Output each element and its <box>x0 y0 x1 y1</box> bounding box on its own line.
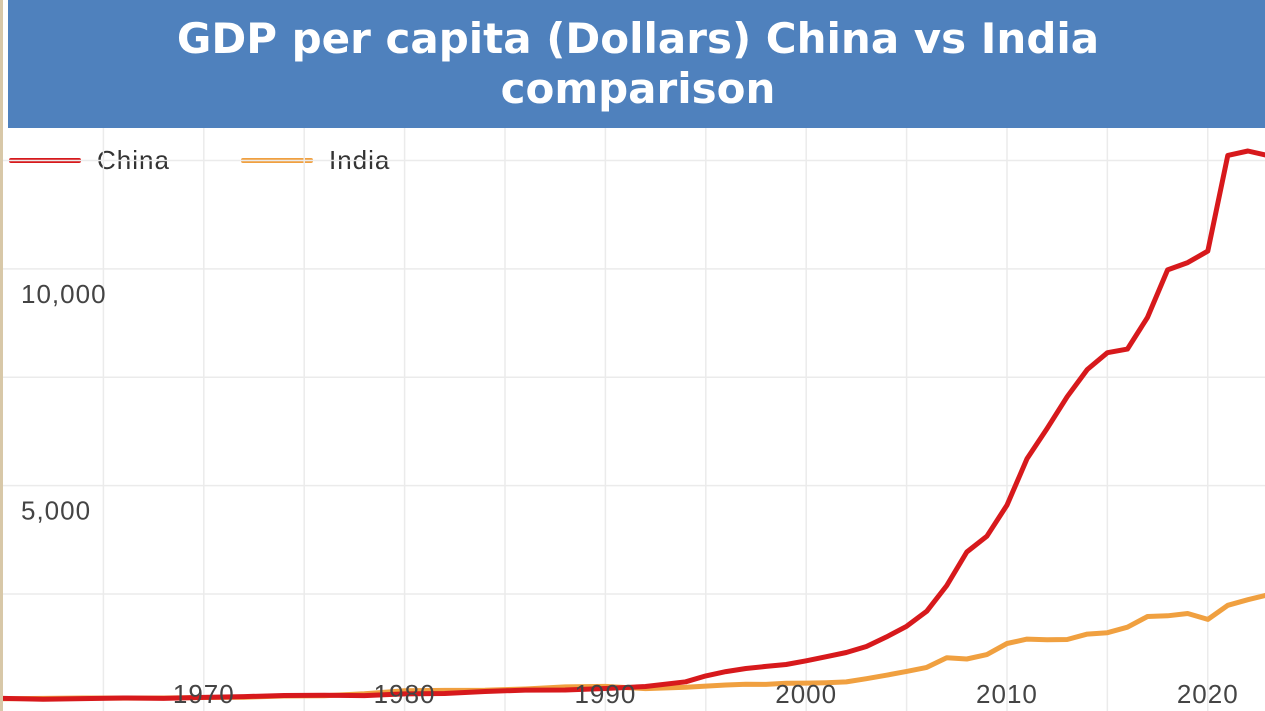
gridlines <box>3 128 1265 711</box>
title-bar: GDP per capita (Dollars) China vs India … <box>8 0 1265 128</box>
x-tick-label: 2010 <box>976 679 1038 709</box>
legend-label-china: China <box>97 144 170 175</box>
chart-plot-area: 1970 1980 1990 2000 2010 2020 5,000 10,000 <box>3 128 1265 711</box>
legend-label-india: India <box>329 144 391 175</box>
series-lines <box>3 148 1265 702</box>
series-line-china[interactable] <box>3 148 1265 702</box>
y-tick-label: 10,000 <box>21 279 107 309</box>
chart-title: GDP per capita (Dollars) China vs India … <box>176 14 1100 113</box>
x-tick-label: 1970 <box>173 679 235 709</box>
x-tick-label: 2000 <box>775 679 837 709</box>
x-tick-label: 2020 <box>1177 679 1239 709</box>
x-tick-label: 1980 <box>374 679 436 709</box>
axis-ticks: 1970 1980 1990 2000 2010 2020 5,000 10,000 <box>21 279 1239 709</box>
y-tick-label: 5,000 <box>21 496 91 526</box>
x-tick-label: 1990 <box>574 679 636 709</box>
